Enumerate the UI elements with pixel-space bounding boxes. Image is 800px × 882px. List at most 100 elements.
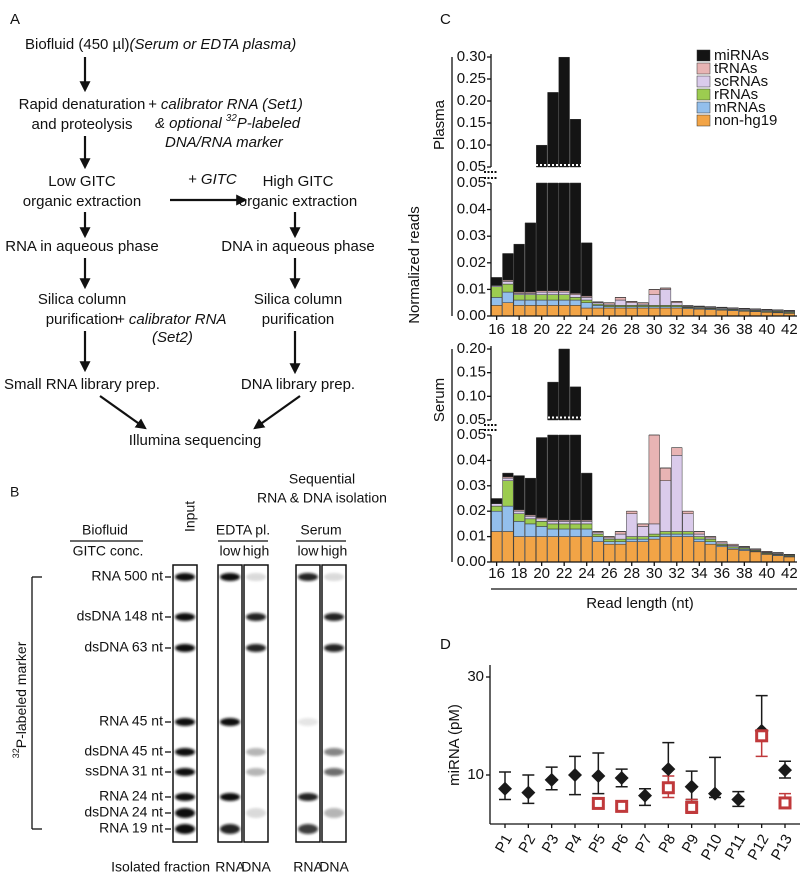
gel-band	[298, 793, 318, 801]
y-tick-label: 0.05	[457, 411, 486, 428]
bar-segment	[648, 294, 660, 306]
gel-band	[246, 808, 266, 818]
bar-segment	[783, 556, 795, 563]
bar-segment	[558, 291, 570, 295]
bar-segment	[491, 286, 503, 298]
point	[731, 792, 746, 807]
bar-segment	[693, 541, 705, 563]
x-tick-label: 30	[646, 321, 663, 338]
bar-segment	[693, 536, 705, 540]
gel-lane	[172, 564, 198, 843]
x-tick-label: 32	[668, 565, 685, 582]
x-tick-label: 28	[623, 321, 640, 338]
y-tick-label: 10	[467, 766, 484, 783]
bar-segment	[569, 297, 582, 301]
gel-lane	[243, 564, 269, 843]
gel-band	[324, 613, 344, 621]
bar-segment	[513, 475, 525, 511]
step: Silica column	[38, 291, 126, 308]
legend-label: miRNAs	[714, 47, 769, 64]
legend-swatch	[696, 101, 711, 114]
bar-segment	[682, 513, 694, 532]
bar-segment	[682, 533, 694, 537]
bar-segment	[491, 531, 503, 563]
step: Low GITC	[48, 173, 116, 190]
x-axis-label: Read length (nt)	[586, 595, 694, 612]
legend-label: non-hg19	[714, 112, 777, 129]
label: Biofluid (450 µl)(Serum or EDTA plasma)	[25, 36, 296, 53]
bar-segment	[547, 528, 559, 537]
group-label: Serum	[300, 522, 341, 538]
bar-segment	[614, 543, 627, 563]
bar-segment	[750, 551, 762, 563]
x-tick-label: P10	[698, 831, 726, 863]
step: Small RNA library prep.	[4, 376, 160, 393]
bar-segment	[558, 523, 570, 530]
gel-band	[246, 573, 266, 581]
gel-band	[324, 768, 344, 776]
x-tick-label: 42	[781, 565, 798, 582]
x-tick-label: 16	[488, 321, 505, 338]
step: Rapid denaturation	[19, 96, 146, 113]
panel-letter: C	[440, 11, 451, 28]
bar-segment	[671, 531, 683, 535]
step: High GITC	[263, 173, 334, 190]
gel-band	[246, 748, 266, 756]
bar-segment	[693, 533, 705, 537]
bar-segment	[491, 277, 503, 286]
bar-segment	[581, 297, 593, 301]
bar-segment	[614, 307, 627, 317]
gel-band	[298, 824, 318, 834]
bar-segment	[547, 381, 559, 521]
x-tick-label: P6	[609, 831, 633, 855]
bar-segment	[626, 510, 638, 514]
bar-segment	[524, 536, 536, 563]
bar-segment	[626, 307, 638, 317]
bar-segment	[727, 310, 739, 317]
bar-segment	[614, 533, 627, 540]
bar-segment	[592, 307, 604, 317]
addition: (Set2)	[152, 329, 193, 346]
fraction-label: RNA	[293, 859, 323, 875]
bar-segment	[659, 480, 672, 532]
x-tick-label: P9	[679, 831, 703, 855]
bar-segment	[491, 297, 503, 306]
bar-segment	[491, 503, 503, 507]
marker-title: 32P-labeled marker	[11, 641, 28, 758]
x-tick-label: P13	[768, 831, 796, 863]
point	[498, 781, 512, 796]
bar-segment	[716, 546, 728, 563]
legend-swatch	[696, 88, 711, 101]
bar-segment	[558, 294, 570, 301]
x-tick-label: 22	[556, 321, 573, 338]
bar-segment	[536, 291, 548, 295]
bar-segment	[704, 538, 717, 542]
bar-segment	[581, 536, 593, 563]
bar-segment	[524, 305, 536, 317]
addition: + calibrator RNA	[116, 311, 226, 328]
gel-band	[220, 793, 240, 801]
marker-label: RNA 45 nt	[99, 713, 163, 729]
bar-segment	[536, 526, 548, 537]
gel-band	[175, 793, 195, 801]
bar-segment	[592, 541, 604, 563]
bar-segment	[581, 299, 593, 303]
bar-segment	[637, 523, 649, 527]
pane-label: Plasma	[431, 99, 448, 150]
step: DNA library prep.	[241, 376, 355, 393]
bar-segment	[626, 302, 638, 306]
point	[778, 796, 792, 810]
bar-segment	[592, 533, 604, 537]
bar-segment	[569, 386, 582, 521]
gel-band	[246, 613, 266, 621]
x-tick-label: 26	[601, 565, 618, 582]
bar-segment	[536, 536, 548, 563]
conc-label: low	[297, 543, 319, 559]
step: Illumina sequencing	[129, 432, 262, 449]
bar-segment	[536, 294, 548, 301]
y-tick-label: 0.05	[457, 174, 486, 191]
bar-segment	[648, 538, 660, 563]
bar-segment	[513, 299, 525, 306]
